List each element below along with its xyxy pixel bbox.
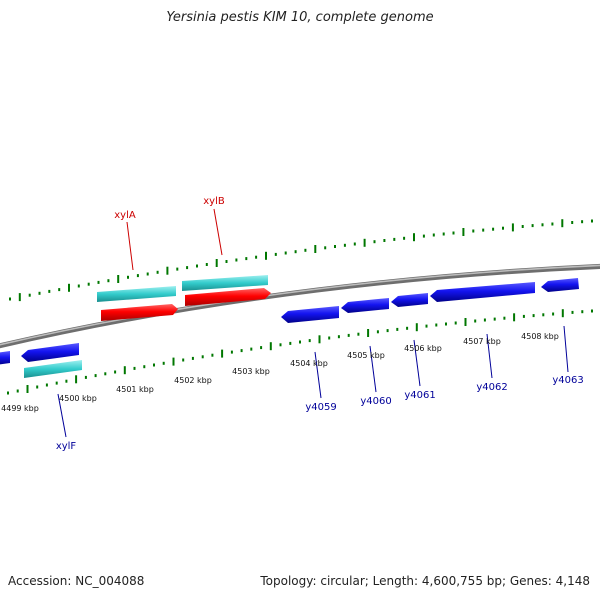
- gene-arrow-y4060[interactable]: [341, 298, 389, 313]
- leader-xylF: [57, 393, 67, 438]
- leader-xylB: [213, 208, 223, 256]
- gene-label-xylA[interactable]: xylA: [114, 210, 136, 221]
- ruler-label-4501: 4501 kbp: [116, 385, 154, 394]
- gene-arrow-offscreen-left[interactable]: [0, 351, 10, 365]
- ruler-label-4507: 4507 kbp: [463, 337, 501, 346]
- gene-label-y4063[interactable]: y4063: [552, 375, 583, 386]
- topology-text: Topology: circular; Length: 4,600,755 bp…: [260, 574, 590, 588]
- leader-y4060: [369, 345, 377, 393]
- ruler-label-4500: 4500 kbp: [59, 394, 97, 403]
- gene-arrow-xylB[interactable]: [185, 288, 271, 306]
- leader-xylA: [126, 221, 134, 271]
- gene-label-y4062[interactable]: y4062: [476, 382, 507, 393]
- gene-label-y4060[interactable]: y4060: [360, 396, 391, 407]
- gene-arrow-y4061[interactable]: [391, 293, 428, 307]
- cds-band-xylA: [97, 286, 176, 302]
- cds-band-xylF: [24, 360, 82, 378]
- gene-arrow-y4062[interactable]: [430, 282, 535, 302]
- gene-arrow-xylF[interactable]: [21, 343, 79, 362]
- map-title: Yersinia pestis KIM 10, complete genome: [166, 10, 434, 25]
- ruler-label-4505: 4505 kbp: [347, 351, 385, 360]
- ruler-label-4499: 4499 kbp: [1, 404, 39, 413]
- gene-label-xylB[interactable]: xylB: [203, 196, 225, 207]
- leader-y4062: [486, 333, 493, 379]
- gene-arrow-xylA[interactable]: [101, 304, 178, 321]
- accession-text: Accession: NC_004088: [8, 574, 145, 588]
- gene-arrow-y4063[interactable]: [541, 278, 579, 292]
- forward-ruler-ticks: [9, 219, 593, 302]
- leader-y4063: [563, 325, 569, 373]
- leader-y4059: [314, 351, 322, 399]
- ruler-label-4508: 4508 kbp: [521, 332, 559, 341]
- leader-y4061: [413, 339, 421, 387]
- genome-backbone: [0, 263, 600, 349]
- gene-arrow-y4059[interactable]: [281, 306, 339, 323]
- ruler-label-4503: 4503 kbp: [232, 367, 270, 376]
- cds-band-xylB: [182, 275, 268, 291]
- ruler-label-4502: 4502 kbp: [174, 376, 212, 385]
- gene-label-y4059[interactable]: y4059: [305, 402, 336, 413]
- reverse-ruler-ticks: [7, 309, 593, 395]
- ruler-label-4504: 4504 kbp: [290, 359, 328, 368]
- ruler-label-4506: 4506 kbp: [404, 344, 442, 353]
- gene-label-xylF[interactable]: xylF: [56, 441, 77, 452]
- gene-label-y4061[interactable]: y4061: [404, 390, 435, 401]
